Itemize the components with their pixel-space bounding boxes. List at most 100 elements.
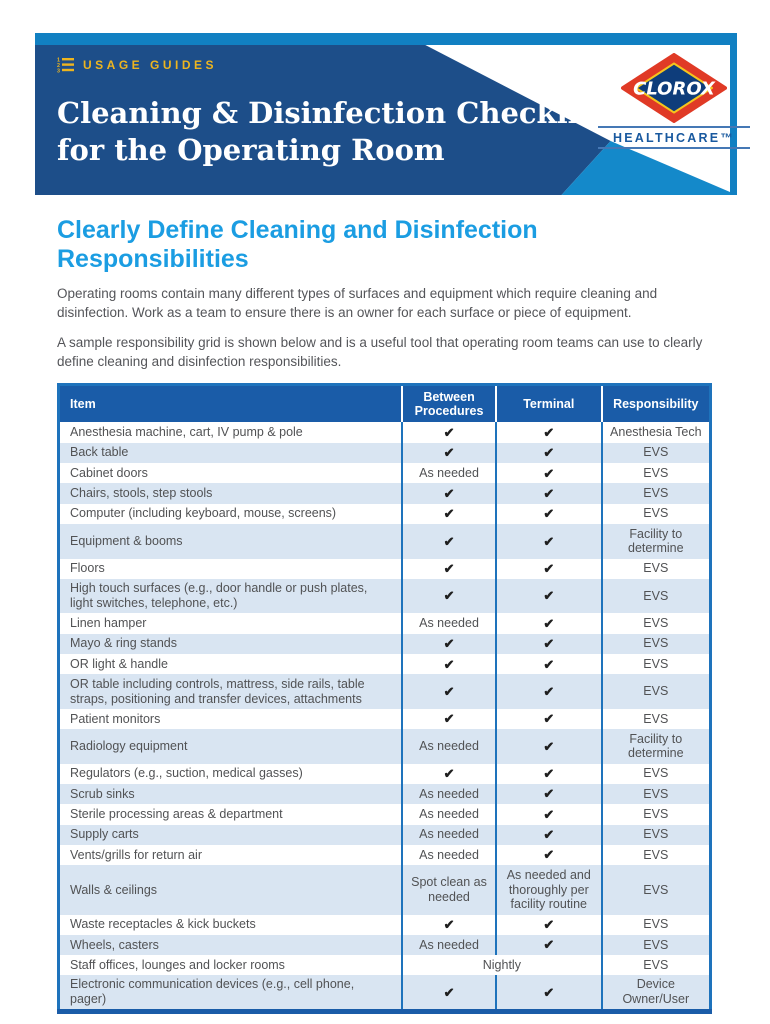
cell-between-procedures: ✔ (401, 422, 496, 443)
cell-terminal: ✔ (494, 463, 602, 484)
numbered-list-icon: 1 2 3 (57, 58, 74, 73)
cell-item: Back table (70, 445, 129, 460)
cell-terminal: ✔ (494, 633, 602, 654)
cell-item: Computer (including keyboard, mouse, scr… (70, 506, 337, 521)
cell-responsibility: EVS (600, 824, 711, 845)
cell-terminal: As needed and thoroughly per facility ro… (494, 865, 602, 915)
cell-responsibility: EVS (600, 674, 711, 709)
cell-item: Cabinet doors (70, 465, 148, 480)
cell-item: Electronic communication devices (e.g., … (70, 977, 355, 1007)
svg-text:1: 1 (57, 58, 64, 64)
cell-terminal: ✔ (494, 558, 602, 579)
cell-responsibility: Facility to determine (600, 524, 711, 559)
cell-item: Waste receptacles & kick buckets (70, 917, 256, 932)
cell-terminal: ✔ (494, 524, 602, 559)
responsibility-table-body: Anesthesia machine, cart, IV pump & pole… (58, 422, 711, 1012)
cell-between-procedures: As needed (401, 729, 496, 764)
table-row: Regulators (e.g., suction, medical gasse… (59, 763, 711, 784)
table-row: OR table including controls, mattress, s… (58, 674, 711, 709)
cell-terminal: ✔ (494, 578, 602, 614)
table-row: Patient monitors ✔ ✔ EVS (59, 708, 711, 730)
banner-top-strip (35, 33, 737, 45)
cell-between-procedures: As needed (401, 934, 496, 956)
cell-item: Radiology equipment (70, 739, 188, 754)
cell-responsibility: EVS (600, 783, 711, 805)
cell-terminal: ✔ (494, 914, 602, 935)
cell-between-procedures: ✔ (401, 763, 496, 784)
table-row: Walls & ceilings Spot clean as needed As n… (58, 865, 711, 915)
cell-terminal: ✔ (494, 844, 602, 866)
cell-item: High touch surfaces (e.g., door handle o… (70, 581, 368, 611)
cell-terminal: ✔ (494, 974, 602, 1012)
table-row: Chairs, stools, step stools ✔ ✔ EVS (58, 483, 711, 504)
cell-terminal: ✔ (494, 613, 602, 634)
cell-terminal: ✔ (494, 442, 602, 464)
table-row: Vents/grills for return air As needed ✔ EVS (59, 844, 711, 866)
header-banner: 1 2 3 USAGE GUIDES Cleaning & Disinfecti… (35, 33, 750, 195)
col-header-terminal: Terminal (494, 384, 602, 423)
cell-responsibility: EVS (600, 483, 711, 504)
cell-responsibility: EVS (600, 654, 711, 675)
table-row: Cabinet doors As needed ✔ EVS (59, 463, 711, 484)
table-row: Staff offices, lounges and locker rooms N… (59, 955, 711, 975)
cell-between-procedures: ✔ (401, 442, 496, 464)
cell-between-procedures: As needed (401, 613, 496, 634)
svg-text:3: 3 (57, 68, 64, 73)
banner-main: 1 2 3 USAGE GUIDES Cleaning & Disinfecti… (35, 45, 750, 195)
table-row: Computer (including keyboard, mouse, scr… (59, 503, 711, 525)
col-header-item: Item (58, 384, 403, 423)
cell-between-procedures: ✔ (401, 914, 496, 935)
clorox-diamond-icon: CLOROX (621, 53, 727, 123)
section-heading: Clearly Define Cleaning and Disinfection… (57, 216, 538, 273)
table-row: Electronic communication devices (e.g., … (58, 974, 711, 1012)
cell-responsibility: EVS (600, 442, 711, 464)
cell-responsibility: EVS (600, 708, 711, 730)
page-title-line1: Cleaning & Disinfection Checklists (57, 96, 625, 130)
cell-responsibility: EVS (600, 503, 711, 525)
cell-responsibility: Anesthesia Tech (600, 422, 711, 443)
cell-item: Staff offices, lounges and locker rooms (70, 957, 285, 972)
table-row: Back table ✔ ✔ EVS (58, 442, 711, 464)
table-row: Linen hamper As needed ✔ EVS (59, 613, 711, 634)
cell-responsibility: EVS (600, 578, 711, 614)
cell-responsibility: EVS (600, 934, 711, 956)
cell-between-procedures: As needed (401, 463, 496, 484)
cell-terminal: ✔ (494, 804, 602, 825)
table-row: Sterile processing areas & department As … (59, 804, 711, 825)
usage-guides-label: 1 2 3 USAGE GUIDES (57, 57, 625, 73)
cell-between-procedures: As needed (401, 844, 496, 866)
cell-item: Anesthesia machine, cart, IV pump & pole (70, 425, 303, 440)
cell-between-procedures: ✔ (401, 483, 496, 504)
cell-terminal: ✔ (494, 729, 602, 764)
table-row: Scrub sinks As needed ✔ EVS (58, 783, 711, 805)
banner-right-accent-bar (730, 45, 737, 195)
table-row: Anesthesia machine, cart, IV pump & pole… (59, 422, 711, 443)
cell-item: Wheels, casters (70, 937, 159, 952)
cell-between-procedures: ✔ (401, 503, 496, 525)
cell-item: Sterile processing areas & department (70, 807, 283, 822)
intro-paragraph-2: A sample responsibility grid is shown be… (57, 335, 703, 370)
page-title-line2: for the Operating Room (57, 133, 445, 167)
cell-item: Regulators (e.g., suction, medical gasse… (70, 766, 303, 781)
page-body: Clearly Define Cleaning and Disinfection… (57, 216, 713, 1024)
cell-between-procedures: ✔ (401, 524, 496, 559)
cell-terminal: ✔ (494, 763, 602, 784)
cell-item: Patient monitors (70, 711, 161, 726)
table-row: Waste receptacles & kick buckets ✔ ✔ EVS (59, 914, 711, 935)
cell-between-procedures: ✔ (401, 674, 496, 709)
svg-text:2: 2 (57, 63, 64, 69)
cell-terminal: ✔ (494, 483, 602, 504)
cell-responsibility: EVS (600, 914, 711, 935)
cell-responsibility: EVS (600, 633, 711, 654)
table-row: Mayo & ring stands ✔ ✔ EVS (58, 633, 711, 654)
responsibility-table-header: Item Between Procedures Terminal Respons… (58, 384, 711, 423)
table-row: Supply carts As needed ✔ EVS (58, 824, 711, 845)
cell-between-procedures: ✔ (401, 974, 496, 1012)
cell-between-procedures: ✔ (401, 708, 496, 730)
table-row: Equipment & booms ✔ ✔ Facility to determine (58, 524, 711, 559)
cell-item: Supply carts (70, 827, 139, 842)
cell-between-procedures: ✔ (401, 654, 496, 675)
cell-terminal: ✔ (494, 503, 602, 525)
cell-responsibility: EVS (600, 955, 711, 975)
cell-between-procedures: As needed (401, 783, 496, 805)
